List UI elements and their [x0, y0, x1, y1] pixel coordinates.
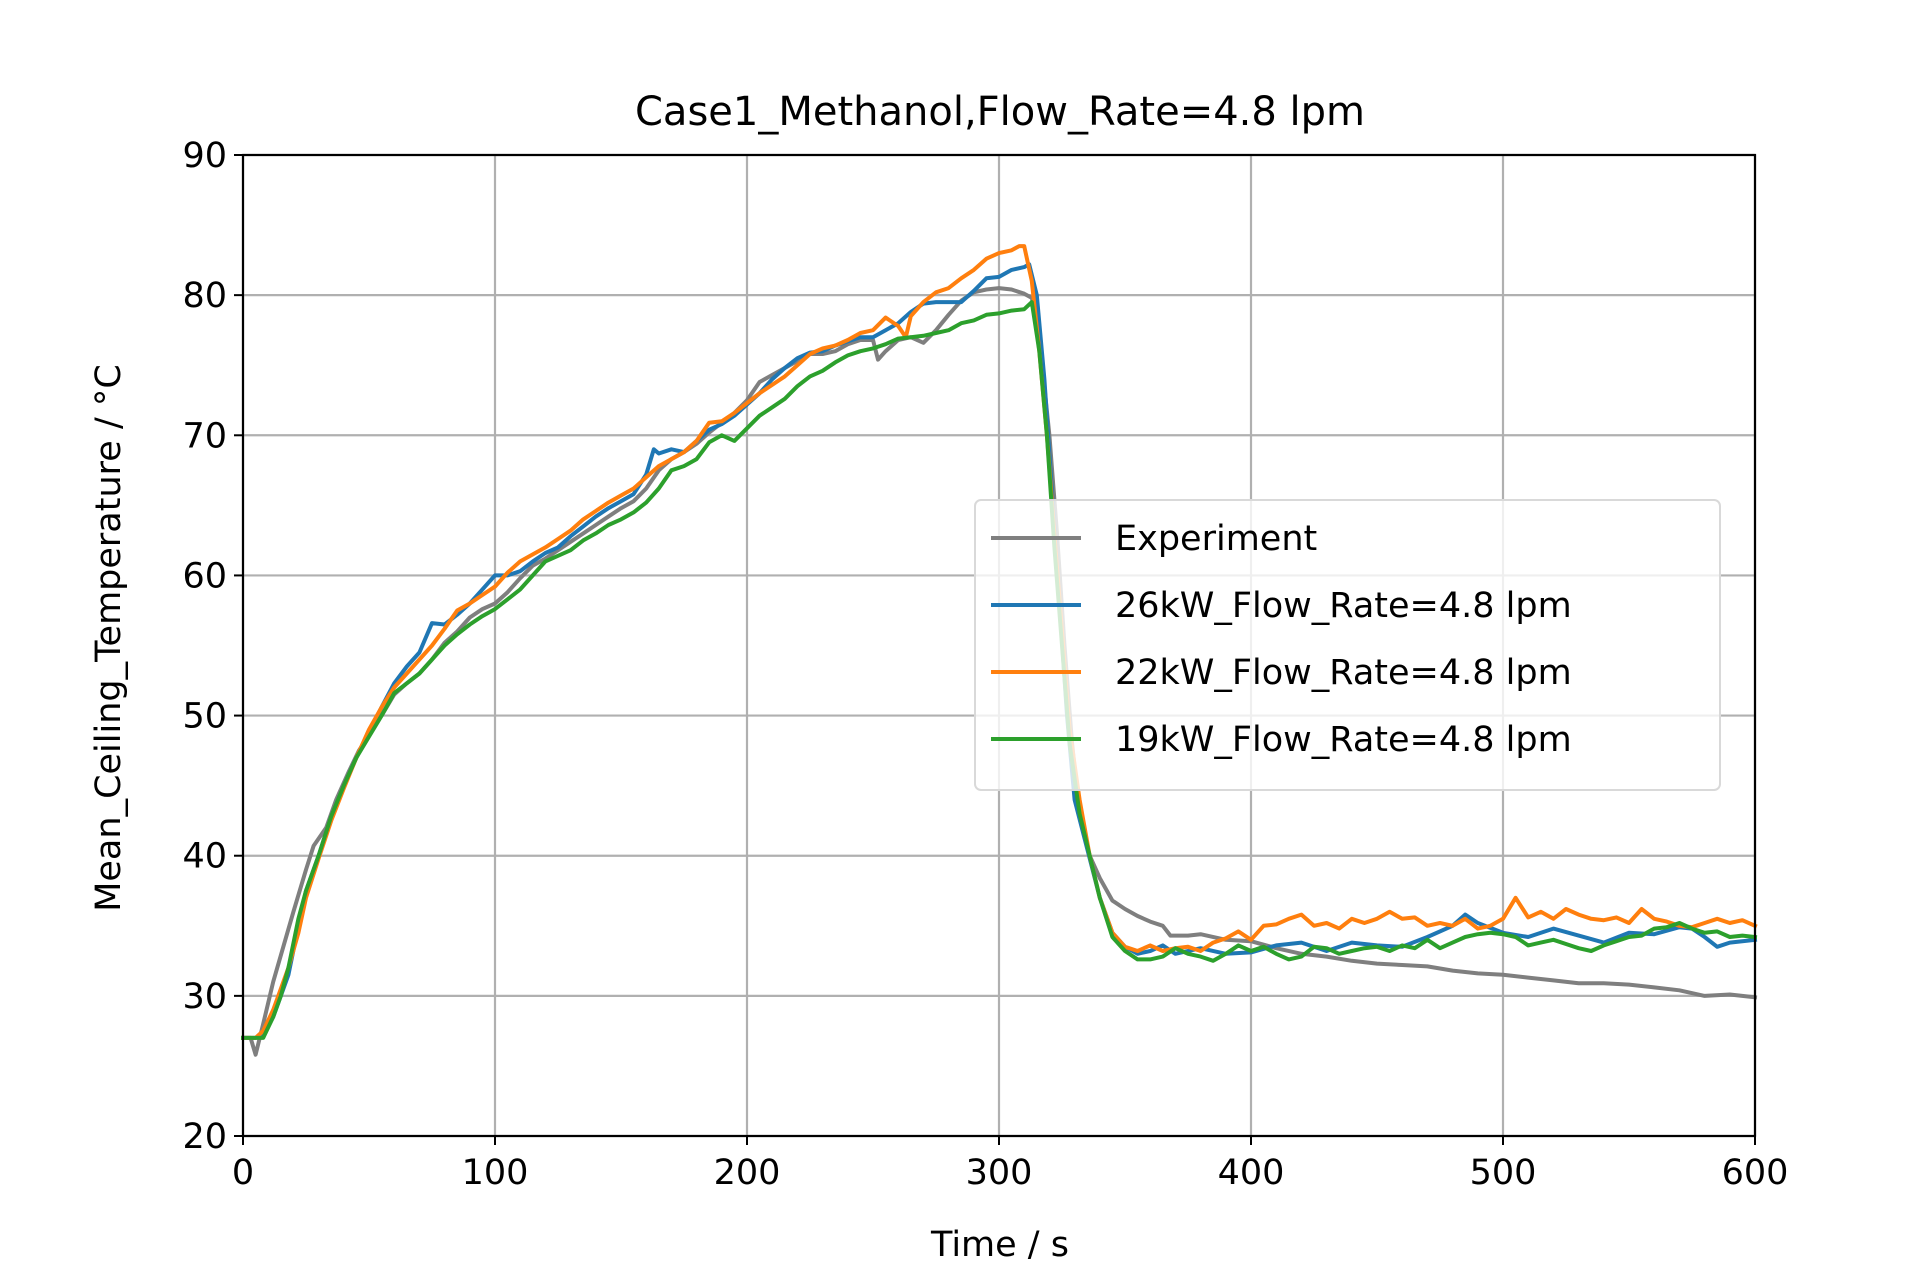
y-axis-label: Mean_Ceiling_Temperature / °C: [89, 364, 129, 912]
y-axis-ticks: 20 30 40 50 60 70 80 90: [182, 136, 243, 1157]
x-tick-label: 500: [1470, 1153, 1537, 1193]
y-tick-label: 80: [182, 276, 227, 316]
series-line-2: [241, 262, 1758, 1040]
x-tick-label: 200: [714, 1153, 781, 1193]
series-layer: [241, 244, 1758, 1057]
legend-label: 26kW_Flow_Rate=4.8 lpm: [1115, 586, 1572, 626]
series-line-3: [241, 244, 1758, 1040]
x-tick-label: 0: [232, 1153, 254, 1193]
x-tick-label: 600: [1722, 1153, 1789, 1193]
y-tick-label: 70: [182, 416, 227, 456]
chart-title: Case1_Methanol,Flow_Rate=4.8 lpm: [635, 89, 1365, 135]
series-line-4: [241, 300, 1758, 1040]
x-tick-label: 400: [1218, 1153, 1285, 1193]
y-tick-label: 40: [182, 837, 227, 877]
x-axis-label: Time / s: [930, 1225, 1069, 1265]
y-tick-label: 50: [182, 697, 227, 737]
y-tick-label: 60: [182, 556, 227, 596]
x-axis-ticks: 0 100 200 300 400 500 600: [232, 1136, 1789, 1193]
y-tick-label: 30: [182, 977, 227, 1017]
x-tick-label: 100: [462, 1153, 529, 1193]
legend-box: [974, 499, 1721, 791]
legend-label: 19kW_Flow_Rate=4.8 lpm: [1115, 720, 1572, 760]
y-tick-label: 20: [182, 1117, 227, 1157]
legend-label: Experiment: [1115, 519, 1317, 559]
x-tick-label: 300: [966, 1153, 1033, 1193]
legend-label: 22kW_Flow_Rate=4.8 lpm: [1115, 653, 1572, 693]
legend: Experiment 26kW_Flow_Rate=4.8 lpm 22kW_Flo…: [974, 499, 1721, 791]
y-tick-label: 90: [182, 136, 227, 176]
